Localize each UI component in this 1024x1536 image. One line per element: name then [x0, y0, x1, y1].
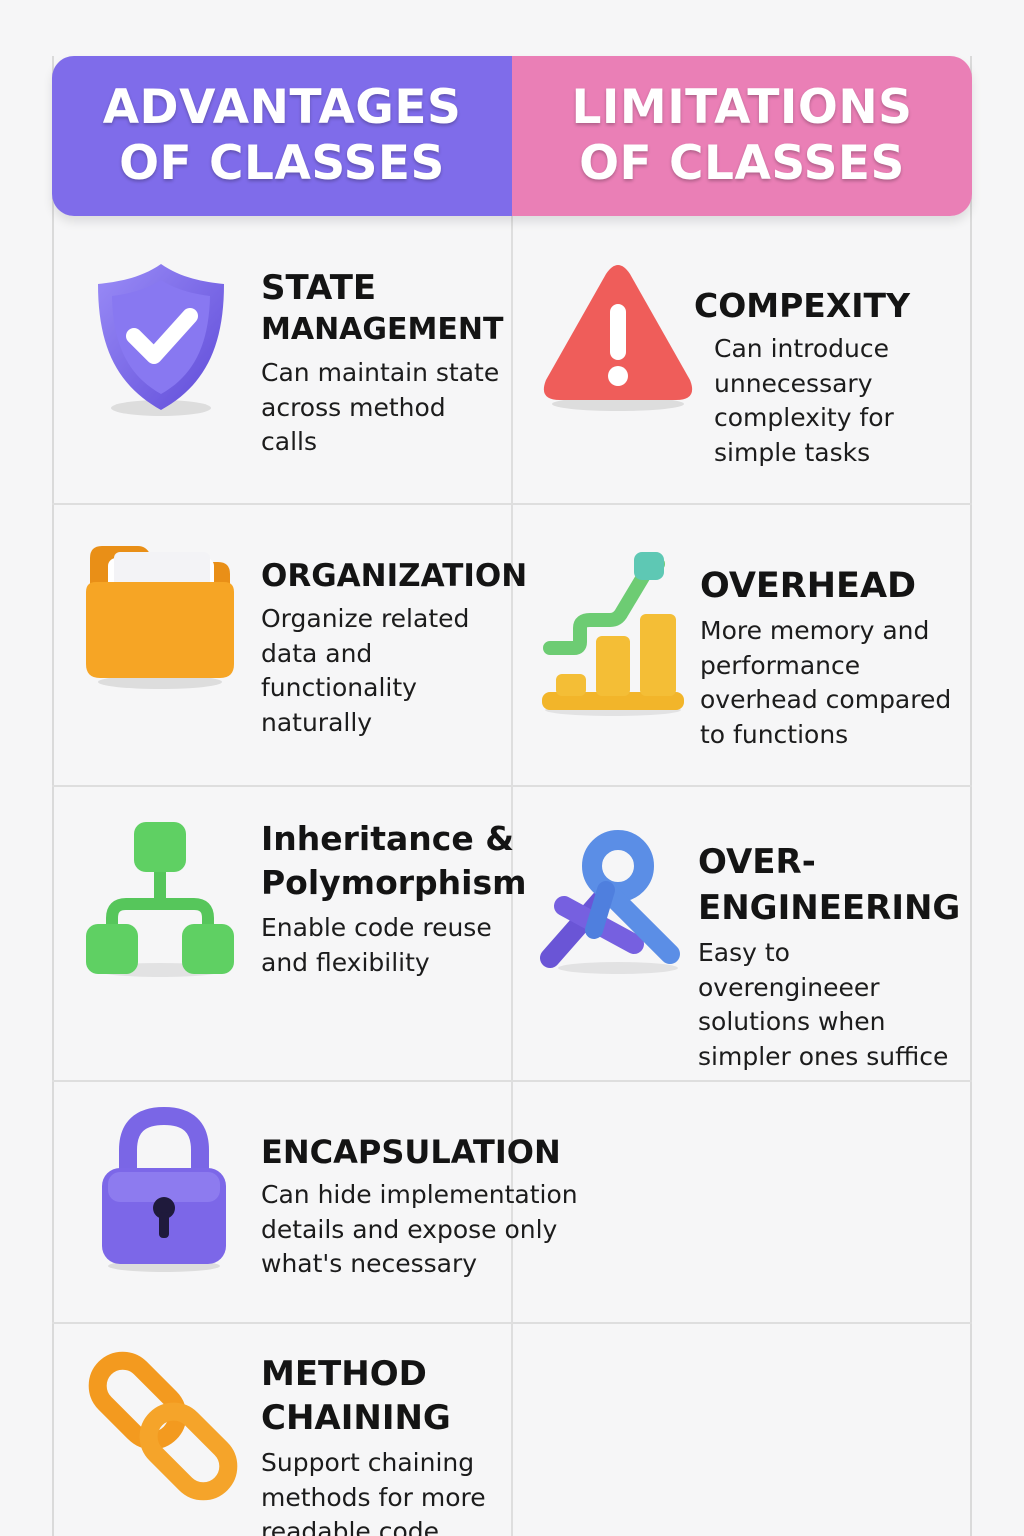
padlock-icon [98, 1106, 230, 1272]
warning-triangle-icon [540, 260, 696, 412]
row-divider [52, 503, 972, 505]
limitation-title: COMPEXITY [694, 286, 910, 325]
limitation-title: OVER- [698, 842, 816, 882]
chain-link-icon [88, 1346, 238, 1506]
advantage-title: ENCAPSULATION [261, 1133, 561, 1171]
advantage-title: METHOD [261, 1354, 427, 1394]
advantage-description: Support chaining methods for more readab… [261, 1448, 486, 1536]
row-divider [52, 785, 972, 787]
advantage-description: Organize related data and functionality … [261, 604, 470, 737]
column-divider [511, 216, 513, 1536]
advantage-description: Can hide implementation details and expo… [261, 1180, 578, 1278]
bar-chart-icon [538, 548, 688, 716]
tangled-knot-icon [538, 826, 688, 976]
advantage-title: STATE [261, 268, 377, 308]
hierarchy-icon [82, 818, 238, 978]
limitation-description: More memory and performance overhead com… [700, 616, 952, 749]
advantage-title: Inheritance & [261, 819, 514, 858]
advantage-title: MANAGEMENT [261, 312, 504, 347]
row-divider [52, 1080, 972, 1082]
advantages-header: ADVANTAGES OF CLASSES [52, 56, 512, 216]
advantage-description: Can maintain state across method calls [261, 358, 500, 456]
limitation-description: Can introduce unnecessary complexity for… [714, 334, 894, 467]
advantage-title: ORGANIZATION [261, 558, 528, 594]
advantage-title: CHAINING [261, 1398, 451, 1438]
shield-check-icon [86, 258, 236, 418]
row-divider [52, 1322, 972, 1324]
table-frame [52, 56, 972, 1536]
table-header: ADVANTAGES OF CLASSES LIMITATIONS OF CLA… [52, 56, 972, 216]
limitation-description: Easy to overengineeer solutions when sim… [698, 938, 949, 1071]
advantage-title: Polymorphism [261, 863, 527, 902]
limitations-header: LIMITATIONS OF CLASSES [512, 56, 972, 216]
limitation-title: OVERHEAD [700, 566, 917, 606]
folder-icon [82, 540, 238, 690]
limitation-title: ENGINEERING [698, 888, 961, 928]
advantage-description: Enable code reuse and flexibility [261, 913, 492, 977]
